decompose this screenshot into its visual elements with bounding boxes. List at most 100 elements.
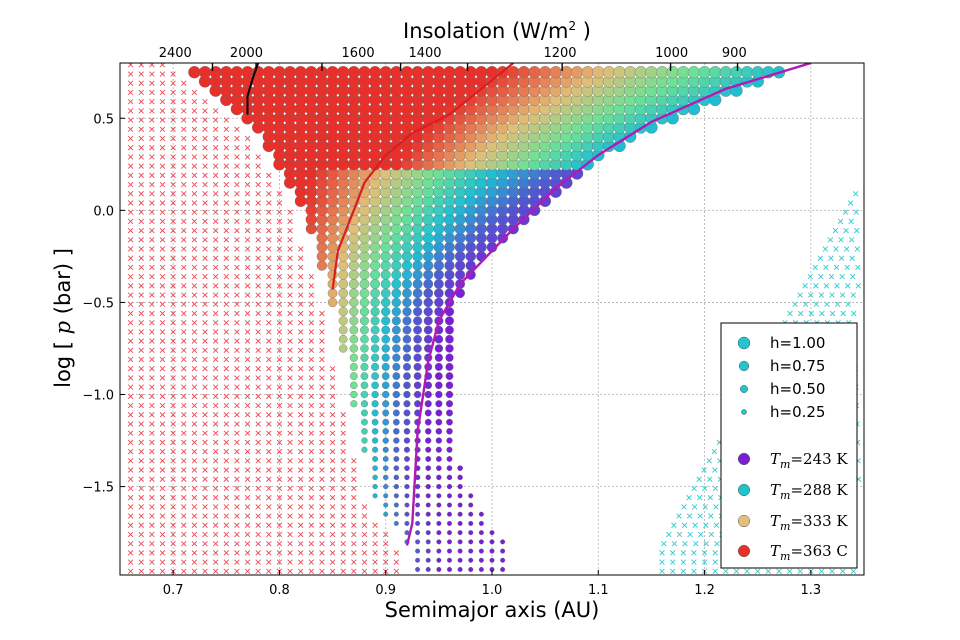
red-x-marker [181,494,187,501]
red-x-marker [351,550,357,556]
red-x-marker [276,218,283,225]
red-x-marker [266,218,272,225]
cyan-x-marker [680,559,687,565]
red-x-marker [351,540,357,547]
habitable-point [391,241,402,253]
red-x-marker [234,356,240,363]
red-x-marker [191,338,198,344]
habitable-point [436,502,442,508]
habitable-point [349,325,359,335]
habitable-point [425,502,431,508]
red-x-marker [223,209,230,215]
cyan-x-marker [661,540,667,547]
habitable-point [434,297,444,308]
habitable-point [383,483,389,490]
red-x-marker [170,458,176,464]
red-x-marker [223,283,230,289]
habitable-point [360,381,369,390]
red-x-marker [191,550,198,556]
red-x-marker [340,458,346,464]
top-axis-tick-label: 2400 [159,46,192,61]
habitable-point [433,279,444,289]
red-x-marker [181,89,187,96]
red-x-marker [159,458,166,464]
habitable-point [457,520,463,526]
red-x-marker [351,504,357,510]
red-x-marker [297,448,304,455]
red-x-marker [244,292,251,298]
red-x-marker [127,476,134,482]
red-x-marker [149,237,155,243]
red-x-marker [255,476,261,482]
red-x-marker [276,329,283,335]
red-x-marker [149,550,155,556]
red-x-marker [276,310,283,317]
red-x-marker [297,393,304,400]
habitable-point [468,502,474,508]
cyan-x-marker [818,568,825,575]
red-x-marker [149,172,155,179]
red-x-marker [159,439,166,446]
habitable-point [382,474,389,481]
red-x-marker [202,301,208,307]
red-x-marker [234,439,240,446]
red-x-marker [223,200,230,206]
red-x-marker [287,218,293,225]
habitable-point [383,511,389,517]
red-x-marker [159,531,166,538]
red-x-marker [212,402,219,409]
habitable-point [446,539,452,545]
red-x-marker [138,209,144,215]
red-x-marker [223,494,230,501]
habitable-point [392,334,401,344]
habitable-point [446,409,453,417]
red-x-marker [329,448,336,455]
habitable-point [349,307,359,317]
red-x-marker [308,550,315,556]
cyan-x-marker [818,273,824,280]
y-tick-label: 0.0 [93,204,114,219]
habitable-point [391,316,401,326]
legend-size-label: h=0.50 [770,380,825,398]
red-x-marker [138,71,144,77]
habitable-point [392,353,401,362]
habitable-point [412,279,423,289]
habitable-point [402,288,412,299]
red-x-marker [170,264,176,271]
red-x-marker [223,485,230,492]
red-x-marker [255,421,261,427]
red-x-marker [223,218,230,225]
red-x-marker [202,292,208,298]
red-x-marker [297,458,304,464]
red-x-marker [276,319,283,326]
habitable-point [359,307,370,317]
habitable-point [392,344,401,353]
red-x-marker [382,540,389,547]
red-x-marker [127,439,134,446]
red-x-marker [191,559,198,565]
red-x-marker [297,504,304,510]
habitable-point [358,66,371,79]
red-x-marker [234,412,240,418]
red-x-marker [181,154,187,160]
y-axis-title: log [ p (bar) ] [51,248,75,388]
red-x-marker [138,347,144,354]
red-x-marker [276,191,283,197]
red-x-marker [234,135,240,142]
red-x-marker [372,559,378,565]
red-x-marker [297,550,304,556]
x-tick-label: 1.2 [694,583,715,598]
red-x-marker [127,485,134,492]
red-x-marker [159,71,166,77]
cyan-x-marker [838,255,845,261]
red-x-marker [319,494,325,501]
habitable-point [371,400,379,408]
red-x-marker [297,522,304,528]
red-x-marker [287,540,293,547]
red-x-marker [308,467,315,473]
red-x-marker [276,467,283,473]
habitable-point [380,260,391,271]
red-x-marker [212,421,219,427]
red-x-marker [234,494,240,501]
habitable-point [436,548,442,554]
